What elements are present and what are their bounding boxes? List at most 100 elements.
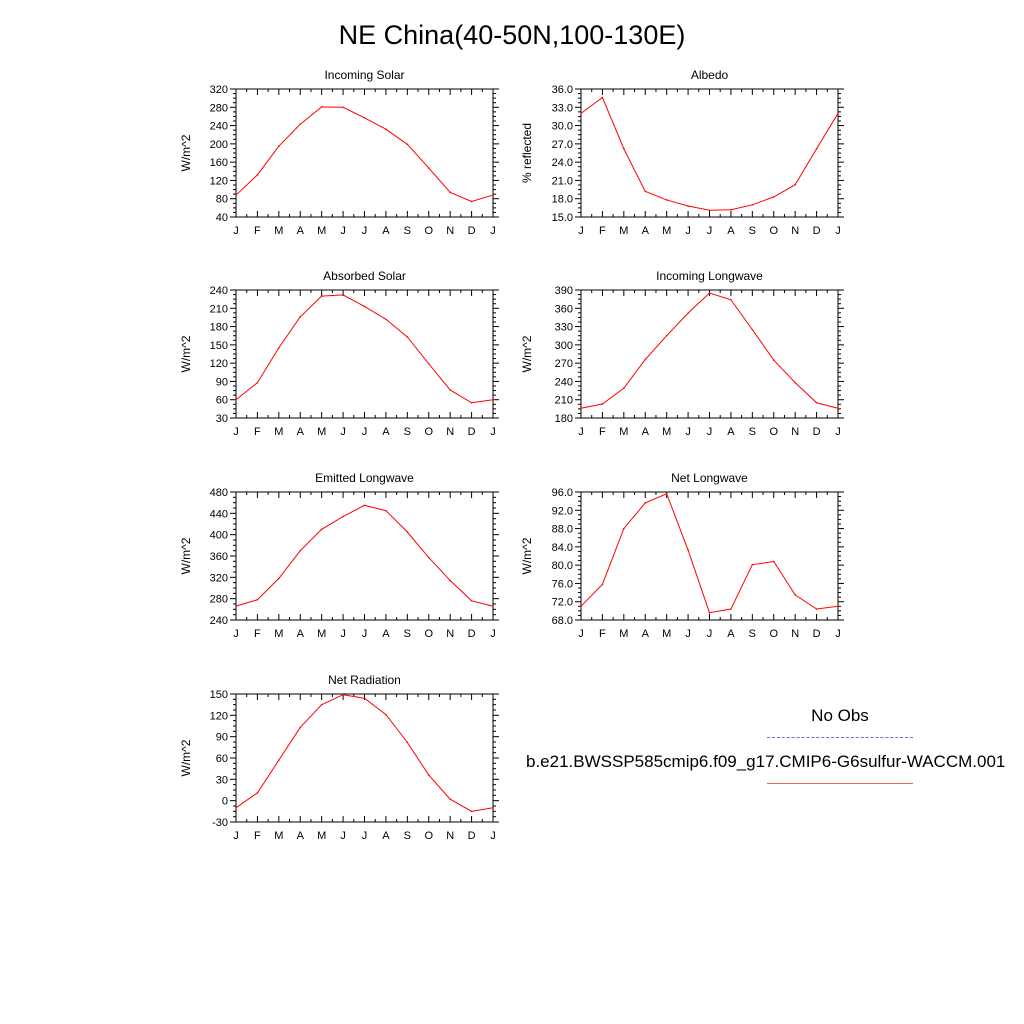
y-tick-label: 400	[210, 530, 228, 542]
x-tick-label: F	[254, 225, 261, 237]
y-tick-label: 68.0	[552, 615, 573, 627]
x-tick-label: J	[578, 628, 584, 640]
data-point	[278, 577, 280, 580]
data-point	[837, 605, 839, 608]
y-tick-label: -30	[212, 817, 228, 829]
data-point	[235, 194, 237, 196]
x-tick-label: J	[835, 225, 841, 237]
y-tick-label: 60	[216, 395, 228, 407]
y-tick-label: 160	[210, 157, 228, 169]
x-tick-label: S	[404, 830, 411, 842]
data-point	[601, 583, 604, 586]
data-point	[363, 697, 366, 700]
y-tick-label: 210	[210, 303, 228, 315]
y-tick-label: 15.0	[552, 212, 573, 224]
x-tick-label: J	[340, 628, 346, 640]
y-tick-label: 180	[210, 322, 228, 334]
data-point	[794, 594, 796, 596]
data-point	[687, 549, 689, 551]
data-point	[470, 200, 473, 203]
y-tick-label: 120	[210, 358, 228, 370]
y-axis-label: W/m^2	[520, 537, 534, 574]
data-point	[385, 128, 387, 131]
data-point	[342, 106, 344, 109]
y-tick-label: 240	[210, 615, 228, 627]
data-point	[278, 759, 280, 761]
x-tick-label: S	[404, 225, 411, 237]
y-tick-label: 280	[210, 102, 228, 114]
plot-frame	[580, 289, 839, 419]
x-tick-label: O	[424, 426, 433, 438]
x-tick-label: A	[727, 426, 735, 438]
x-tick-label: J	[490, 830, 496, 842]
x-tick-label: F	[254, 830, 261, 842]
x-tick-label: D	[468, 426, 476, 438]
y-tick-label: 80.0	[552, 560, 573, 572]
data-point	[772, 196, 775, 198]
x-tick-label: O	[424, 830, 433, 842]
x-tick-label: D	[468, 225, 476, 237]
x-tick-label: J	[490, 628, 496, 640]
y-tick-label: 88.0	[552, 524, 573, 536]
series-line	[235, 106, 494, 202]
x-tick-label: D	[468, 830, 476, 842]
x-tick-label: J	[340, 426, 346, 438]
x-tick-label: A	[642, 628, 650, 640]
y-tick-label: 240	[210, 121, 228, 133]
y-tick-label: 76.0	[552, 578, 573, 590]
data-point	[278, 145, 280, 147]
x-tick-label: A	[297, 628, 305, 640]
data-point	[644, 190, 647, 193]
y-axis-label: W/m^2	[179, 134, 193, 171]
y-axis-label: W/m^2	[179, 335, 193, 372]
panel-title: Net Longwave	[671, 471, 748, 485]
data-point	[406, 143, 409, 146]
x-tick-label: J	[362, 830, 368, 842]
x-tick-label: N	[446, 628, 454, 640]
data-point	[751, 328, 754, 331]
x-tick-label: F	[254, 628, 261, 640]
data-point	[687, 312, 689, 314]
y-tick-label: 180	[555, 413, 573, 425]
plot-frame	[580, 88, 839, 218]
panel-title: Incoming Solar	[324, 68, 404, 82]
x-tick-label: M	[274, 426, 283, 438]
x-tick-label: J	[578, 225, 584, 237]
y-tick-label: 320	[210, 572, 228, 584]
x-tick-label: J	[340, 225, 346, 237]
x-tick-label: D	[813, 628, 821, 640]
y-tick-label: 90	[216, 376, 228, 388]
data-point	[687, 205, 689, 207]
y-tick-label: 0	[222, 796, 228, 808]
x-tick-label: J	[233, 426, 239, 438]
data-point	[708, 611, 711, 614]
data-point	[470, 810, 473, 813]
y-tick-label: 300	[555, 340, 573, 352]
y-tick-label: 480	[210, 487, 228, 499]
data-point	[427, 362, 430, 365]
data-point	[708, 292, 711, 294]
x-tick-label: M	[317, 628, 326, 640]
panel-title: Absorbed Solar	[323, 269, 406, 283]
x-tick-label: A	[297, 426, 305, 438]
data-point	[751, 204, 754, 206]
data-point	[492, 194, 494, 196]
data-point	[815, 147, 818, 150]
x-tick-label: O	[424, 225, 433, 237]
x-tick-label: M	[317, 426, 326, 438]
y-tick-label: 36.0	[552, 84, 573, 96]
x-tick-label: J	[362, 225, 368, 237]
data-point	[299, 316, 302, 318]
data-point	[235, 398, 237, 401]
data-point	[623, 147, 625, 150]
data-point	[665, 493, 668, 495]
legend-model-line	[767, 783, 913, 784]
data-point	[342, 515, 344, 518]
data-point	[730, 608, 732, 610]
series-line	[235, 294, 494, 404]
y-tick-label: 30.0	[552, 121, 573, 133]
data-point	[449, 389, 451, 391]
x-tick-label: M	[317, 225, 326, 237]
y-tick-label: 21.0	[552, 175, 573, 187]
